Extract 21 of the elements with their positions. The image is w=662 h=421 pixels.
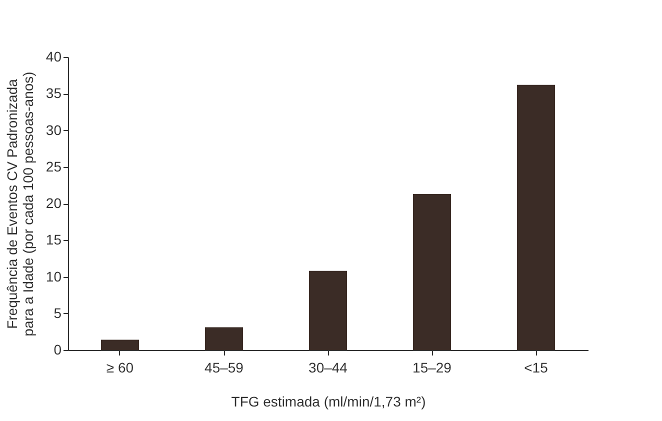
- y-tick-label: 40: [46, 48, 62, 64]
- y-axis-title: Frequência de Eventos CV Padronizada para a Idade (por cada 100 pessoas-anos): [4, 72, 36, 336]
- y-tick-label: 35: [46, 85, 62, 102]
- y-tick-label: 0: [54, 342, 62, 358]
- y-tick-label: 20: [46, 195, 62, 211]
- y-tick-label: 30: [46, 122, 62, 138]
- bar: [205, 327, 243, 350]
- x-tick-label: 45–59: [204, 360, 244, 376]
- y-tick-label: 15: [46, 232, 62, 248]
- y-tick-label: 10: [46, 268, 62, 284]
- x-tick-label: 15–29: [412, 360, 452, 376]
- x-axis-title: TFG estimada (ml/min/1,73 m²): [231, 394, 426, 410]
- bar: [413, 194, 451, 350]
- x-tick-label: ≥ 60: [106, 360, 134, 376]
- bar: [101, 340, 139, 350]
- x-tick-label: 30–44: [308, 360, 348, 376]
- bar: [309, 270, 347, 350]
- y-tick-label: 25: [46, 158, 62, 174]
- bar: [517, 84, 555, 350]
- y-tick-label: 5: [54, 304, 62, 321]
- x-tick-label: <15: [524, 360, 548, 376]
